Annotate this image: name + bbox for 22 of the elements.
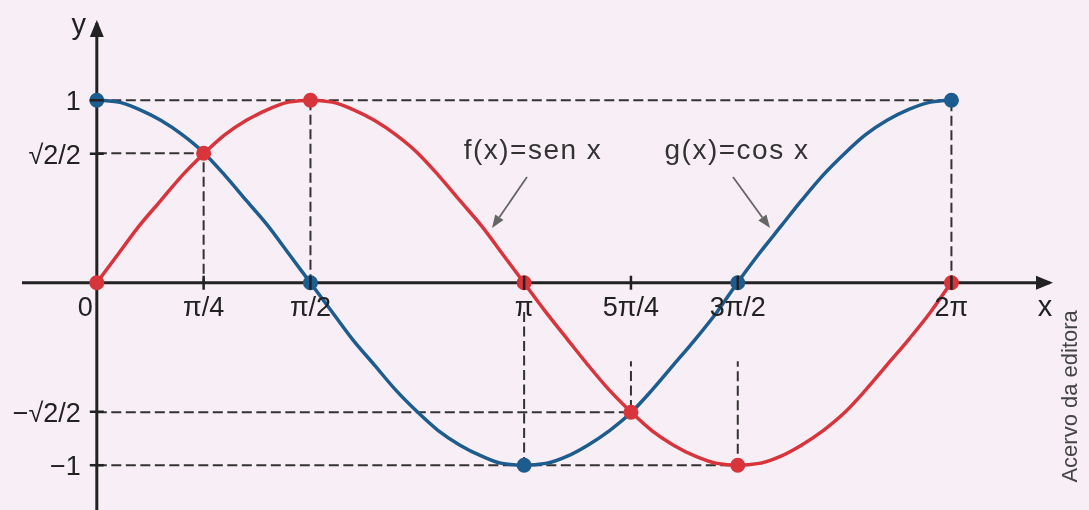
x-tick-label: 5π/4: [602, 291, 660, 322]
x-axis-title: x: [1037, 289, 1053, 322]
series-label: g(x)=cos x: [664, 134, 810, 165]
x-tick-label: π/4: [183, 291, 225, 322]
x-tick-label: π: [514, 291, 534, 322]
y-tick-label: −1: [50, 451, 81, 482]
x-tick-label: 0: [77, 291, 93, 322]
point: [302, 92, 318, 108]
point: [89, 275, 105, 291]
point: [730, 457, 746, 473]
point: [196, 145, 212, 161]
point: [943, 92, 959, 108]
text: Acervo da editora: [1057, 309, 1082, 483]
point: [623, 404, 639, 420]
y-tick-label: 1: [65, 86, 81, 117]
point: [516, 457, 532, 473]
y-axis-title: y: [71, 8, 87, 40]
series-label: f(x)=sen x: [463, 134, 603, 165]
y-tick-label: −√2/2: [12, 397, 81, 428]
y-tick-label: √2/2: [28, 139, 81, 170]
x-tick-label: π/2: [289, 291, 332, 322]
x-tick-label: 2π: [934, 291, 969, 322]
